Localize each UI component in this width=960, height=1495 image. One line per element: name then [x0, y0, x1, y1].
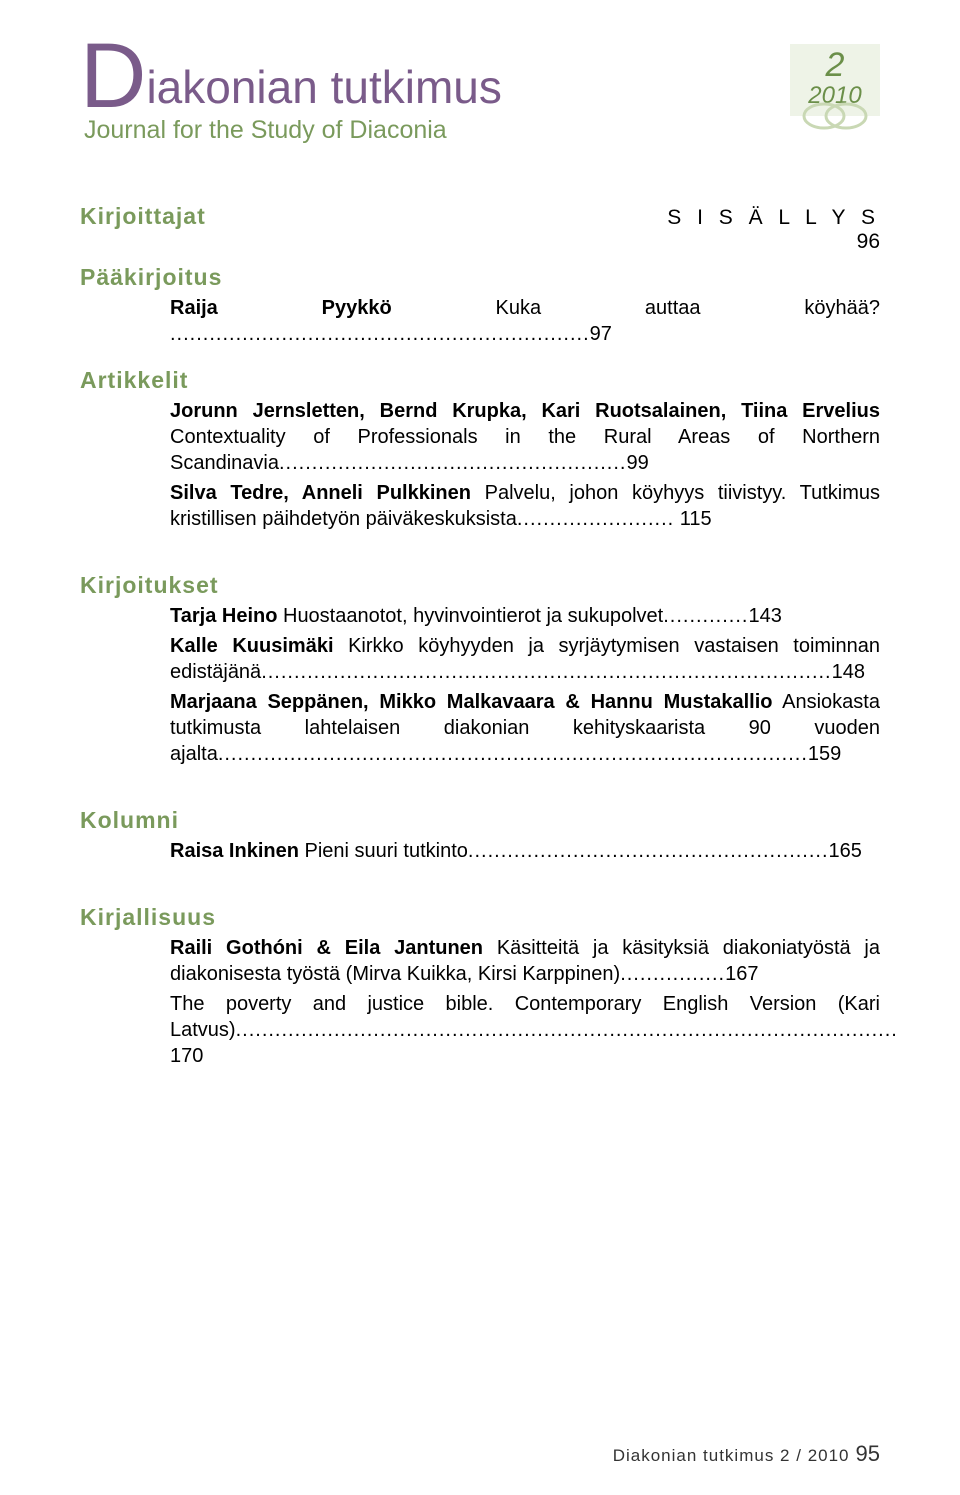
section-paakirjoitus-label: Pääkirjoitus — [80, 264, 222, 290]
journal-title: Diakonian tutkimus — [80, 40, 502, 110]
toc-entry: Raija Pyykkö Kuka auttaa köyhää? .......… — [170, 295, 880, 347]
issue-ornament-icon — [800, 102, 870, 130]
entry-author: Marjaana Seppänen, Mikko Malkavaara & Ha… — [170, 691, 773, 713]
toc-entry: The poverty and justice bible. Contempor… — [170, 991, 880, 1069]
title-rest: iakonian tutkimus — [146, 61, 501, 113]
header: Diakonian tutkimus Journal for the Study… — [80, 40, 880, 145]
entry-author: Tarja Heino — [170, 605, 277, 627]
toc-entry: Raili Gothóni & Eila Jantunen Käsitteitä… — [170, 935, 880, 987]
section-kolumni-label: Kolumni — [80, 807, 179, 833]
entry-author: Raili Gothóni & Eila Jantunen — [170, 937, 483, 959]
entry-author: Raisa Inkinen — [170, 840, 299, 862]
entry-author: Kalle Kuusimäki — [170, 635, 334, 657]
entry-page: 170 — [170, 1045, 203, 1067]
entry-page: 97 — [590, 323, 612, 345]
page-footer: Diakonian tutkimus 2 / 201095 — [613, 1441, 880, 1467]
toc-entry: Jorunn Jernsletten, Bernd Krupka, Kari R… — [170, 398, 880, 476]
entry-page: 167 — [725, 963, 758, 985]
section-heading-artikkelit: Artikkelit — [80, 367, 880, 394]
entry-page: 148 — [832, 661, 865, 683]
section-heading-kirjoitukset: Kirjoitukset — [80, 572, 880, 599]
section-kirjoittajat: Kirjoittajat — [80, 203, 206, 230]
section-heading-kirjallisuus: Kirjallisuus — [80, 904, 880, 931]
section-heading-kolumni: Kolumni — [80, 807, 880, 834]
section-heading-paakirjoitus: Pääkirjoitus — [80, 264, 880, 291]
contents-header-row: Kirjoittajat S I S Ä L L Y S — [80, 203, 880, 230]
toc-entry: Marjaana Seppänen, Mikko Malkavaara & Ha… — [170, 689, 880, 767]
entry-page: 165 — [829, 840, 862, 862]
kirjallisuus-entries: Raili Gothóni & Eila Jantunen Käsitteitä… — [170, 935, 880, 1069]
artikkelit-entries: Jorunn Jernsletten, Bernd Krupka, Kari R… — [170, 398, 880, 532]
toc-entry: Tarja Heino Huostaanotot, hyvinvointiero… — [170, 603, 880, 629]
entry-title: Pieni suuri tutkinto — [299, 840, 468, 862]
footer-year: 2010 — [808, 1446, 850, 1465]
entry-title: Huostaanotot, hyvinvointierot ja sukupol… — [277, 605, 663, 627]
paakirjoitus-entries: Raija Pyykkö Kuka auttaa köyhää? .......… — [170, 295, 880, 347]
issue-number: 2 — [790, 48, 880, 82]
sisallys-heading: S I S Ä L L Y S — [667, 206, 880, 230]
entry-author: Jorunn Jernsletten, Bernd Krupka, Kari R… — [170, 400, 880, 422]
section-kirjoitukset-label: Kirjoitukset — [80, 572, 219, 598]
kirjoittajat-page-number: 96 — [857, 230, 880, 253]
entry-page: 143 — [748, 605, 781, 627]
journal-subtitle: Journal for the Study of Diaconia — [84, 116, 502, 145]
footer-page-number: 95 — [856, 1441, 880, 1466]
title-block: Diakonian tutkimus Journal for the Study… — [80, 40, 502, 145]
toc-entry: Kalle Kuusimäki Kirkko köyhyyden ja syrj… — [170, 633, 880, 685]
footer-journal: Diakonian tutkimus 2 — [613, 1446, 791, 1465]
kirjoittajat-page-row: 96 — [80, 230, 880, 254]
section-kirjallisuus-label: Kirjallisuus — [80, 904, 216, 930]
entry-page: 99 — [626, 452, 648, 474]
entry-title: Kuka auttaa köyhää? — [392, 297, 880, 319]
section-artikkelit-label: Artikkelit — [80, 367, 188, 393]
entry-page: 115 — [680, 508, 712, 530]
toc-entry: Silva Tedre, Anneli Pulkkinen Palvelu, j… — [170, 480, 880, 532]
entry-author: Raija Pyykkö — [170, 297, 392, 319]
entry-page: 159 — [808, 743, 841, 765]
entry-author: Silva Tedre, Anneli Pulkkinen — [170, 482, 471, 504]
toc-entry: Raisa Inkinen Pieni suuri tutkinto......… — [170, 838, 880, 864]
issue-badge: 2 2010 — [790, 44, 880, 116]
kirjoitukset-entries: Tarja Heino Huostaanotot, hyvinvointiero… — [170, 603, 880, 767]
kolumni-entries: Raisa Inkinen Pieni suuri tutkinto......… — [170, 838, 880, 864]
